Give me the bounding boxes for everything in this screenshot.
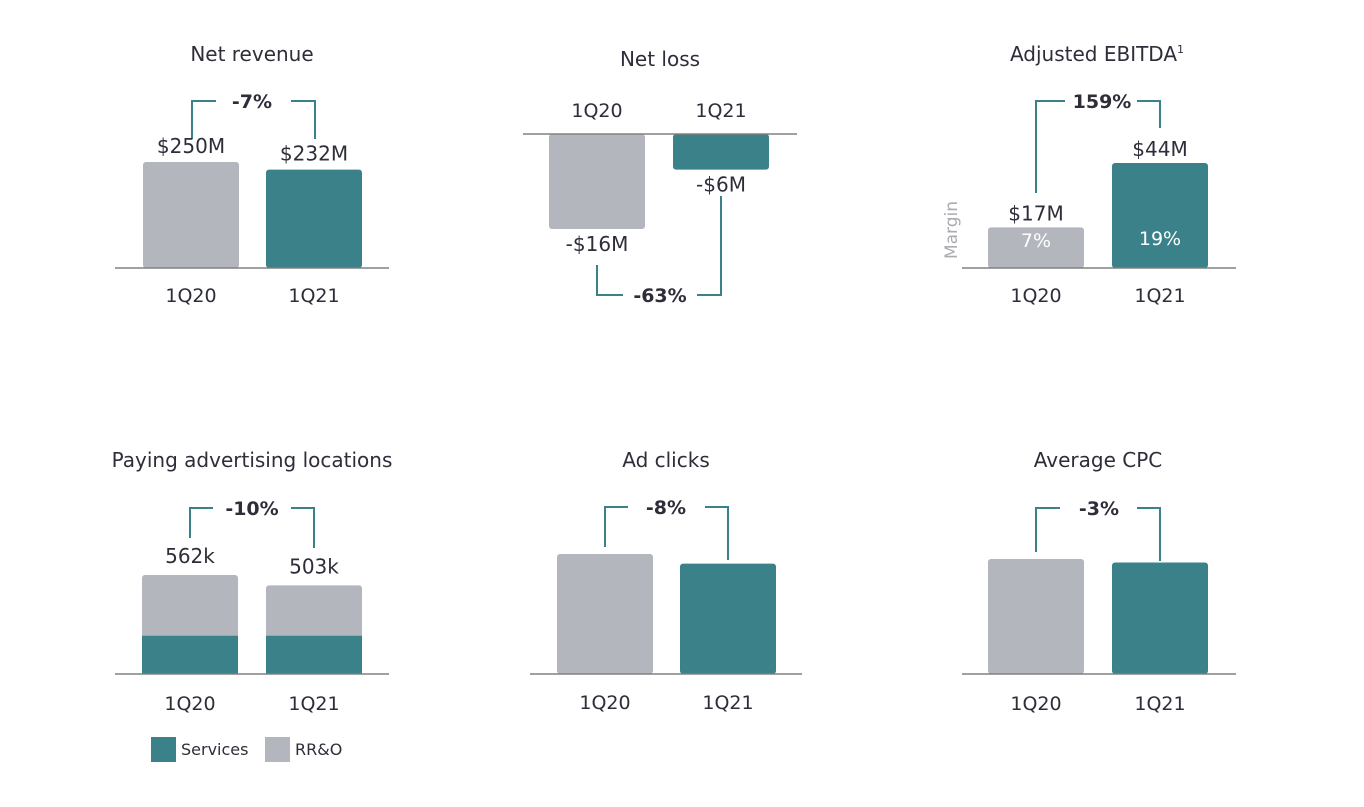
value-label-1q21: $44M	[1132, 137, 1187, 161]
chart-net-revenue: Net revenue -7% $250M $232M 1Q20 1Q21	[115, 42, 389, 307]
bar-services-1q21	[266, 635, 362, 674]
tick-label-1q20: 1Q20	[1010, 693, 1061, 715]
bar-1q20	[988, 227, 1084, 268]
change-bracket	[189, 507, 315, 548]
change-label: -63%	[633, 285, 686, 307]
margin-value-1q20: 7%	[1021, 230, 1051, 252]
tick-label-1q20: 1Q20	[579, 692, 630, 714]
legend-label-rrao: RR&O	[295, 740, 342, 759]
tick-label-1q20: 1Q20	[1010, 285, 1061, 307]
change-bracket	[604, 506, 729, 560]
value-label-1q20: $250M	[157, 134, 225, 158]
change-label: -10%	[225, 498, 278, 520]
change-bracket	[1035, 507, 1161, 561]
tick-label-1q21: 1Q21	[695, 100, 746, 122]
bar-1q21	[680, 563, 776, 674]
tick-label-1q20: 1Q20	[571, 100, 622, 122]
value-label-1q21: $232M	[280, 142, 348, 166]
bar-1q21	[1112, 562, 1208, 674]
tick-label-1q21: 1Q21	[288, 285, 339, 307]
bar-1q20	[988, 559, 1084, 674]
chart-title: Average CPC	[1034, 448, 1162, 472]
tick-label-1q21: 1Q21	[288, 693, 339, 715]
chart-title: Net revenue	[190, 42, 313, 66]
bar-1q20	[143, 162, 239, 268]
chart-title: Adjusted EBITDA1	[1010, 42, 1184, 66]
bar-1q21	[673, 134, 769, 170]
change-label: 159%	[1073, 91, 1132, 113]
tick-label-1q21: 1Q21	[1134, 285, 1185, 307]
chart-ad-clicks: Ad clicks -8% 1Q20 1Q21	[530, 448, 802, 714]
change-label: -3%	[1079, 498, 1119, 520]
change-label: -7%	[232, 91, 272, 113]
bar-1q20	[549, 134, 645, 229]
tick-label-1q20: 1Q20	[165, 285, 216, 307]
change-bracket	[191, 100, 316, 139]
change-bracket	[1035, 100, 1161, 193]
tick-label-1q20: 1Q20	[164, 693, 215, 715]
chart-adjusted-ebitda: Adjusted EBITDA1 159% $17M $44M 7% 19% M…	[942, 42, 1236, 307]
tick-label-1q21: 1Q21	[702, 692, 753, 714]
bar-1q21	[1112, 163, 1208, 268]
chart-title: Ad clicks	[622, 448, 710, 472]
chart-paying-advertising-locations: Paying advertising locations -10% 562k 5…	[112, 448, 393, 762]
legend-label-services: Services	[181, 740, 248, 759]
chart-net-loss: Net loss 1Q20 1Q21 -$16M -$6M -63%	[523, 47, 797, 307]
legend: Services RR&O	[151, 737, 342, 762]
value-label-1q21: 503k	[289, 554, 339, 578]
bar-services-1q20	[142, 635, 238, 674]
chart-average-cpc: Average CPC -3% 1Q20 1Q21	[962, 448, 1236, 715]
chart-title: Net loss	[620, 47, 700, 71]
legend-swatch-services	[151, 737, 176, 762]
margin-axis-label: Margin	[942, 201, 962, 259]
tick-label-1q21: 1Q21	[1134, 693, 1185, 715]
value-label-1q20: 562k	[165, 544, 215, 568]
margin-value-1q21: 19%	[1139, 228, 1181, 250]
change-bracket	[596, 196, 722, 296]
value-label-1q20: -$16M	[566, 232, 629, 256]
chart-title: Paying advertising locations	[112, 448, 393, 472]
bar-1q21	[266, 169, 362, 268]
value-label-1q20: $17M	[1008, 201, 1063, 225]
bar-1q20	[557, 554, 653, 674]
value-label-1q21: -$6M	[696, 173, 746, 197]
legend-swatch-rrao	[265, 737, 290, 762]
change-label: -8%	[646, 497, 686, 519]
